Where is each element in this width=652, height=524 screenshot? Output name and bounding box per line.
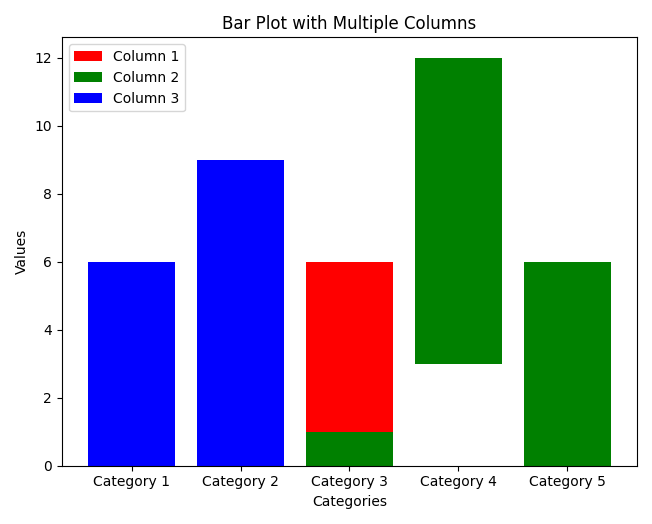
Bar [415, 58, 502, 364]
Bar [306, 432, 393, 466]
Y-axis label: Values: Values [15, 229, 29, 274]
Bar [88, 261, 175, 466]
Bar [524, 364, 611, 466]
Bar [524, 261, 611, 466]
Legend: Column 1, Column 2, Column 3: Column 1, Column 2, Column 3 [69, 44, 185, 111]
X-axis label: Categories: Categories [312, 495, 387, 509]
Title: Bar Plot with Multiple Columns: Bar Plot with Multiple Columns [222, 15, 477, 33]
Bar [306, 261, 393, 432]
Bar [197, 160, 284, 466]
